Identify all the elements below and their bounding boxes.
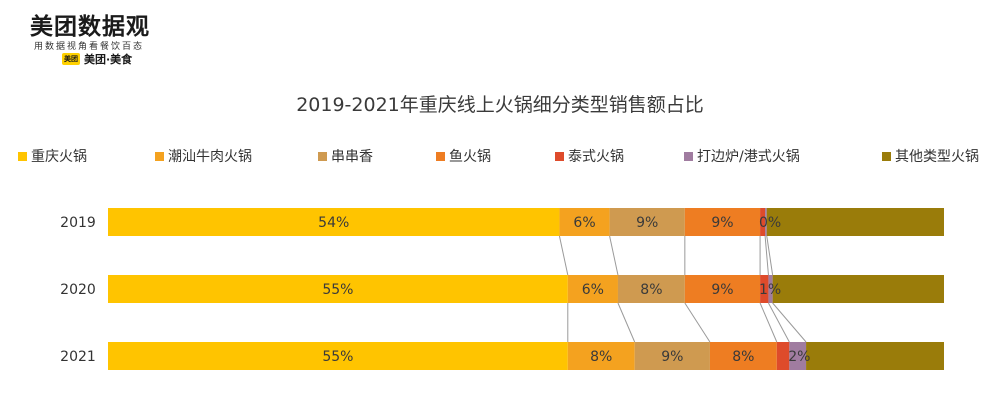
legend-swatch-3 (436, 152, 445, 161)
bar-2021-2 (634, 342, 710, 370)
legend-label-0: 重庆火锅 (31, 149, 87, 165)
legend-label-3: 鱼火锅 (449, 148, 491, 165)
connector-line (764, 235, 769, 276)
legend-label-4: 泰式火锅 (568, 149, 624, 165)
bar-2021-4 (776, 342, 790, 370)
bar-2020-3 (684, 275, 761, 303)
bar-2019-6 (766, 208, 944, 236)
bar-2021-5 (789, 342, 807, 370)
bar-2020-6 (772, 275, 944, 303)
data-label-2020-0: 55% (322, 282, 353, 298)
logo-sub-text: 美团·美食 (84, 53, 133, 66)
bar-2019-3 (684, 208, 761, 236)
logo-tagline: 用数据视角看餐饮百态 (34, 42, 145, 52)
connector-line (767, 302, 790, 343)
data-label-2021-2: 9% (661, 349, 683, 365)
data-label-2019-1: 6% (573, 215, 595, 231)
data-label-2021-0: 55% (322, 349, 353, 365)
bar-2019-0 (108, 208, 560, 236)
data-label-2020-1: 6% (582, 282, 604, 298)
connector-line (766, 235, 774, 276)
bar-2019-5 (765, 208, 767, 236)
category-label-2020: 2020 (60, 282, 96, 298)
bar-2021-6 (806, 342, 944, 370)
bar-2021-0 (108, 342, 568, 370)
connector-line (609, 235, 619, 276)
data-label-2019-2: 9% (636, 215, 658, 231)
data-label-2021-3: 8% (732, 349, 754, 365)
logo-badge: 美团 (62, 53, 80, 65)
connector-line (759, 302, 778, 343)
legend-label-1: 潮汕牛肉火锅 (168, 149, 252, 165)
legend-swatch-6 (882, 152, 891, 161)
connector-line (558, 235, 569, 276)
data-label-2019-0: 54% (318, 215, 349, 231)
logo-sub: 美团 美团·美食 (62, 51, 132, 67)
bar-2021-3 (709, 342, 777, 370)
legend-label-6: 其他类型火锅 (895, 149, 979, 165)
legend-swatch-5 (684, 152, 693, 161)
legend-swatch-2 (318, 152, 327, 161)
data-label-2019-4: 0% (759, 215, 781, 231)
data-label-2019-3: 9% (711, 215, 733, 231)
category-label-2021: 2021 (60, 349, 96, 365)
connector-line (617, 302, 636, 343)
legend-label-5: 打边炉/港式火锅 (697, 148, 800, 165)
legend-swatch-1 (155, 152, 164, 161)
connector-line (684, 302, 711, 343)
bar-2019-4 (760, 208, 766, 236)
bar-2020-0 (108, 275, 568, 303)
bar-2021-1 (567, 342, 635, 370)
bar-2020-4 (760, 275, 769, 303)
bar-2019-2 (609, 208, 685, 236)
data-label-2021-5: 2% (788, 349, 810, 365)
legend-label-2: 串串香 (331, 149, 373, 165)
logo-main: 美团数据观 (30, 14, 150, 40)
bar-2020-5 (768, 275, 773, 303)
data-label-2020-3: 9% (711, 282, 733, 298)
category-label-2019: 2019 (60, 215, 96, 231)
legend-swatch-4 (555, 152, 564, 161)
connector-line (772, 302, 807, 343)
data-label-2021-1: 8% (590, 349, 612, 365)
bar-2020-1 (567, 275, 618, 303)
data-label-2020-2: 8% (640, 282, 662, 298)
bar-2019-1 (559, 208, 610, 236)
legend-swatch-0 (18, 152, 27, 161)
chart-title: 2019-2021年重庆线上火锅细分类型销售额占比 (296, 94, 704, 116)
data-label-2020-4: 1% (759, 282, 781, 298)
bar-2020-2 (617, 275, 685, 303)
